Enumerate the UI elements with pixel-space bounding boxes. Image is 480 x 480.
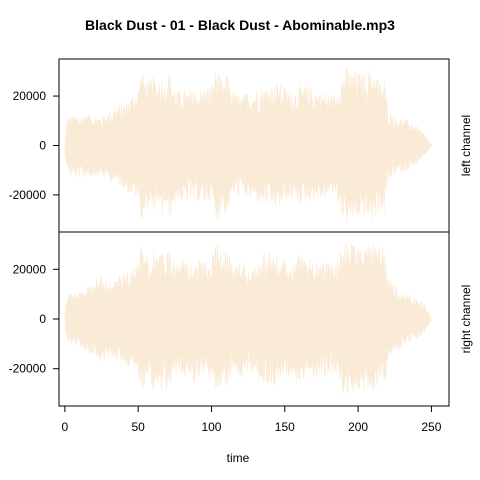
right-channel-label: right channel	[459, 285, 473, 354]
chart-title: Black Dust - 01 - Black Dust - Abominabl…	[85, 17, 395, 33]
y-tick-label: 0	[39, 139, 46, 153]
x-tick-label: 250	[421, 420, 441, 434]
x-tick-label: 200	[348, 420, 368, 434]
x-tick-label: 100	[201, 420, 221, 434]
left-channel-waveform	[64, 66, 432, 223]
y-tick-label: 0	[39, 312, 46, 326]
left-channel-y-axis: -20000 0 20000	[9, 89, 60, 202]
x-axis: 0 50 100 150 200 250	[62, 405, 442, 434]
x-axis-label: time	[227, 451, 250, 465]
left-channel-label: left channel	[459, 115, 473, 176]
left-channel-panel: -20000 0 20000 left channel	[9, 58, 473, 233]
x-tick-label: 150	[275, 420, 295, 434]
right-channel-waveform	[64, 242, 432, 395]
right-channel-panel: -20000 0 20000 right channel	[9, 231, 473, 407]
x-tick-label: 50	[131, 420, 145, 434]
x-tick-label: 0	[62, 420, 69, 434]
y-tick-label: 20000	[13, 262, 47, 276]
y-tick-label: -20000	[9, 188, 47, 202]
right-channel-y-axis: -20000 0 20000	[9, 262, 60, 376]
y-tick-label: -20000	[9, 362, 47, 376]
y-tick-label: 20000	[13, 89, 47, 103]
